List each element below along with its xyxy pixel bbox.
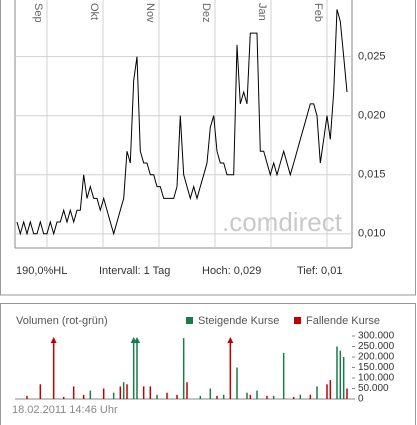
volume-bar	[119, 386, 122, 399]
volume-bar	[339, 350, 342, 399]
volume-bar	[149, 386, 152, 399]
y-tick-label: 200.000	[358, 352, 395, 363]
volume-bar	[156, 394, 158, 399]
volume-bar	[216, 395, 218, 399]
volume-bar	[122, 382, 125, 399]
overflow-arrow	[50, 337, 57, 343]
volume-bar	[256, 390, 258, 399]
volume-bar	[176, 394, 178, 399]
volume-panel	[0, 303, 416, 425]
volume-bar	[166, 392, 168, 399]
y-tick-label: 0,020	[358, 110, 386, 122]
volume-bar	[326, 384, 328, 399]
y-tick-label: 300.000	[358, 331, 395, 342]
month-label: Okt	[88, 3, 100, 20]
volume-bar	[329, 380, 332, 399]
volume-bar	[62, 396, 65, 399]
volume-bar	[249, 394, 252, 399]
stat: Hoch: 0,029	[202, 265, 261, 277]
volume-bar	[229, 343, 232, 399]
volume-bar	[102, 388, 105, 399]
legend-label: Steigende Kurse	[198, 315, 279, 327]
stat: 190,0%HL	[16, 265, 67, 277]
volume-bar	[336, 346, 338, 399]
legend-swatch	[186, 317, 193, 324]
price-line	[16, 9, 348, 236]
volume-bar	[112, 392, 115, 399]
volume-bar	[246, 392, 248, 399]
volume-bar	[82, 394, 85, 399]
volume-bar	[209, 388, 212, 399]
stat: Tief: 0,01	[297, 265, 342, 277]
volume-bar	[222, 394, 225, 399]
legend-swatch	[294, 317, 301, 324]
volume-bar	[316, 386, 318, 399]
overflow-arrow	[227, 337, 234, 343]
y-tick-label: 0	[358, 394, 364, 405]
volume-bar	[186, 382, 188, 399]
volume-bar	[52, 343, 55, 399]
volume-bar	[292, 396, 295, 399]
y-tick-label: 250.000	[358, 341, 395, 352]
volume-bar	[132, 343, 135, 399]
volume-bar	[199, 395, 202, 399]
volume-bar	[272, 395, 275, 399]
month-label: Jan	[256, 3, 268, 21]
legend-label: Fallende Kurse	[306, 315, 380, 327]
volume-bar	[182, 338, 185, 399]
timestamp: 18.02.2011 14:46 Uhr	[12, 404, 118, 416]
month-label: Sep	[32, 3, 44, 23]
stat: Intervall: 1 Tag	[99, 265, 170, 277]
volume-bar	[266, 395, 268, 399]
y-tick-label: 50.000	[358, 383, 389, 394]
volume-bar	[126, 384, 128, 399]
volume-bar	[142, 386, 145, 399]
volume-title: Volumen (rot-grün)	[16, 315, 108, 327]
volume-bar	[39, 384, 42, 399]
volume-bar	[136, 343, 138, 399]
month-label: Nov	[144, 3, 156, 23]
month-label: Dez	[200, 3, 212, 23]
volume-bar	[299, 394, 302, 399]
y-tick-label: 0,015	[358, 169, 386, 181]
overflow-arrow	[134, 337, 140, 343]
y-tick-label: 150.000	[358, 362, 395, 373]
y-tick-label: 0,025	[358, 51, 386, 63]
volume-bar	[309, 394, 312, 399]
volume-bar	[72, 386, 75, 399]
volume-bar	[236, 367, 238, 399]
volume-bar	[346, 388, 348, 399]
y-tick-label: 100.000	[358, 373, 395, 384]
volume-bar	[26, 395, 28, 399]
volume-bar	[89, 390, 92, 399]
month-label: Feb	[312, 3, 324, 22]
volume-bar	[282, 352, 285, 399]
watermark: .comdirect	[222, 207, 343, 237]
volume-bar	[342, 357, 345, 399]
y-tick-label: 0,010	[358, 228, 386, 240]
